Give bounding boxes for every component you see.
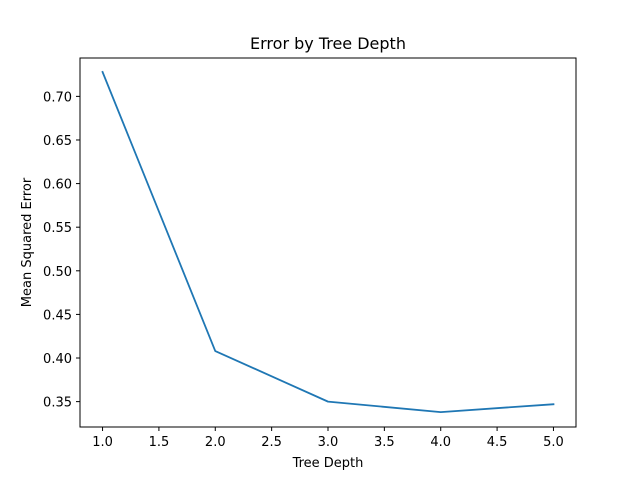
- chart-title: Error by Tree Depth: [250, 34, 406, 53]
- y-tick-label: 0.55: [43, 221, 72, 236]
- x-tick-label: 5.0: [543, 435, 564, 450]
- plot-area: [80, 58, 576, 427]
- y-axis-label: Mean Squared Error: [20, 177, 35, 307]
- y-tick-label: 0.40: [43, 352, 72, 367]
- x-axis-label: Tree Depth: [292, 456, 364, 471]
- y-tick-label: 0.65: [43, 134, 72, 149]
- plot-frame: [79, 57, 577, 428]
- x-tick-label: 3.5: [374, 435, 395, 450]
- x-axis-ticks: 1.0 1.5 2.0 2.5 3.0 3.5 4.0 4.5 5.0: [92, 427, 564, 450]
- series-layer: [101, 70, 555, 413]
- y-tick-label: 0.70: [43, 90, 72, 105]
- x-tick-label: 1.5: [149, 435, 170, 450]
- x-tick-label: 2.0: [205, 435, 226, 450]
- y-tick-label: 0.35: [43, 396, 72, 411]
- y-axis-ticks: 0.35 0.40 0.45 0.50 0.55 0.60 0.65 0.70: [43, 90, 80, 411]
- x-tick-label: 1.0: [92, 435, 113, 450]
- y-tick-label: 0.50: [43, 265, 72, 280]
- x-tick-label: 4.0: [430, 435, 451, 450]
- series-line: [101, 70, 555, 413]
- y-tick-label: 0.60: [43, 178, 72, 193]
- x-tick-label: 4.5: [487, 435, 508, 450]
- x-tick-label: 2.5: [261, 435, 282, 450]
- y-tick-label: 0.45: [43, 308, 72, 323]
- x-tick-label: 3.0: [318, 435, 339, 450]
